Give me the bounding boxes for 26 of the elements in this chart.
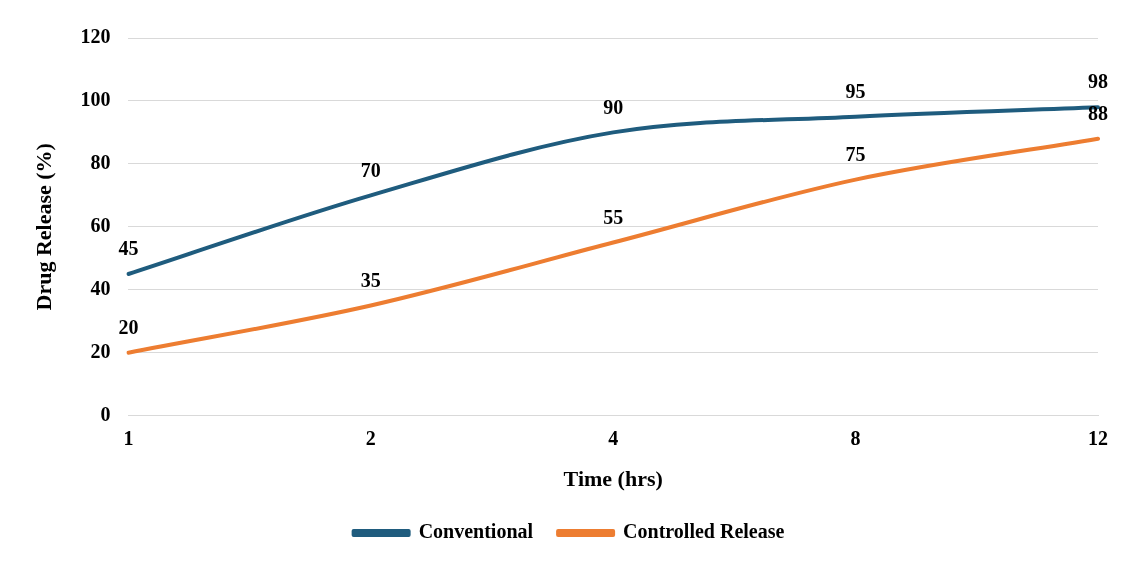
data-label: 45	[118, 237, 139, 260]
data-label: 75	[845, 142, 866, 165]
x-axis-title: Time (hrs)	[563, 466, 663, 492]
data-label: 70	[360, 158, 381, 181]
x-tick-label: 4	[608, 426, 619, 449]
data-label: 98	[1088, 70, 1108, 93]
data-label: 35	[360, 268, 381, 291]
data-label: 20	[118, 315, 139, 338]
legend-label: Controlled Release	[623, 520, 785, 543]
legend-label: Conventional	[418, 520, 534, 543]
x-tick-label: 12	[1088, 426, 1108, 449]
data-label: 55	[603, 205, 624, 228]
y-tick-label: 120	[80, 25, 111, 48]
data-label: 88	[1088, 101, 1108, 124]
y-tick-label: 20	[90, 339, 111, 362]
y-tick-label: 60	[90, 213, 111, 236]
x-tick-label: 1	[123, 426, 134, 449]
y-tick-label: 100	[80, 88, 111, 111]
y-axis-title: Drug Release (%)	[30, 143, 56, 311]
x-tick-label: 8	[850, 426, 861, 449]
data-label: 95	[845, 79, 866, 102]
x-tick-label: 2	[365, 426, 376, 449]
y-tick-label: 40	[90, 276, 111, 299]
data-label: 90	[603, 95, 624, 118]
y-tick-label: 80	[90, 151, 111, 174]
y-tick-label: 0	[100, 402, 111, 425]
